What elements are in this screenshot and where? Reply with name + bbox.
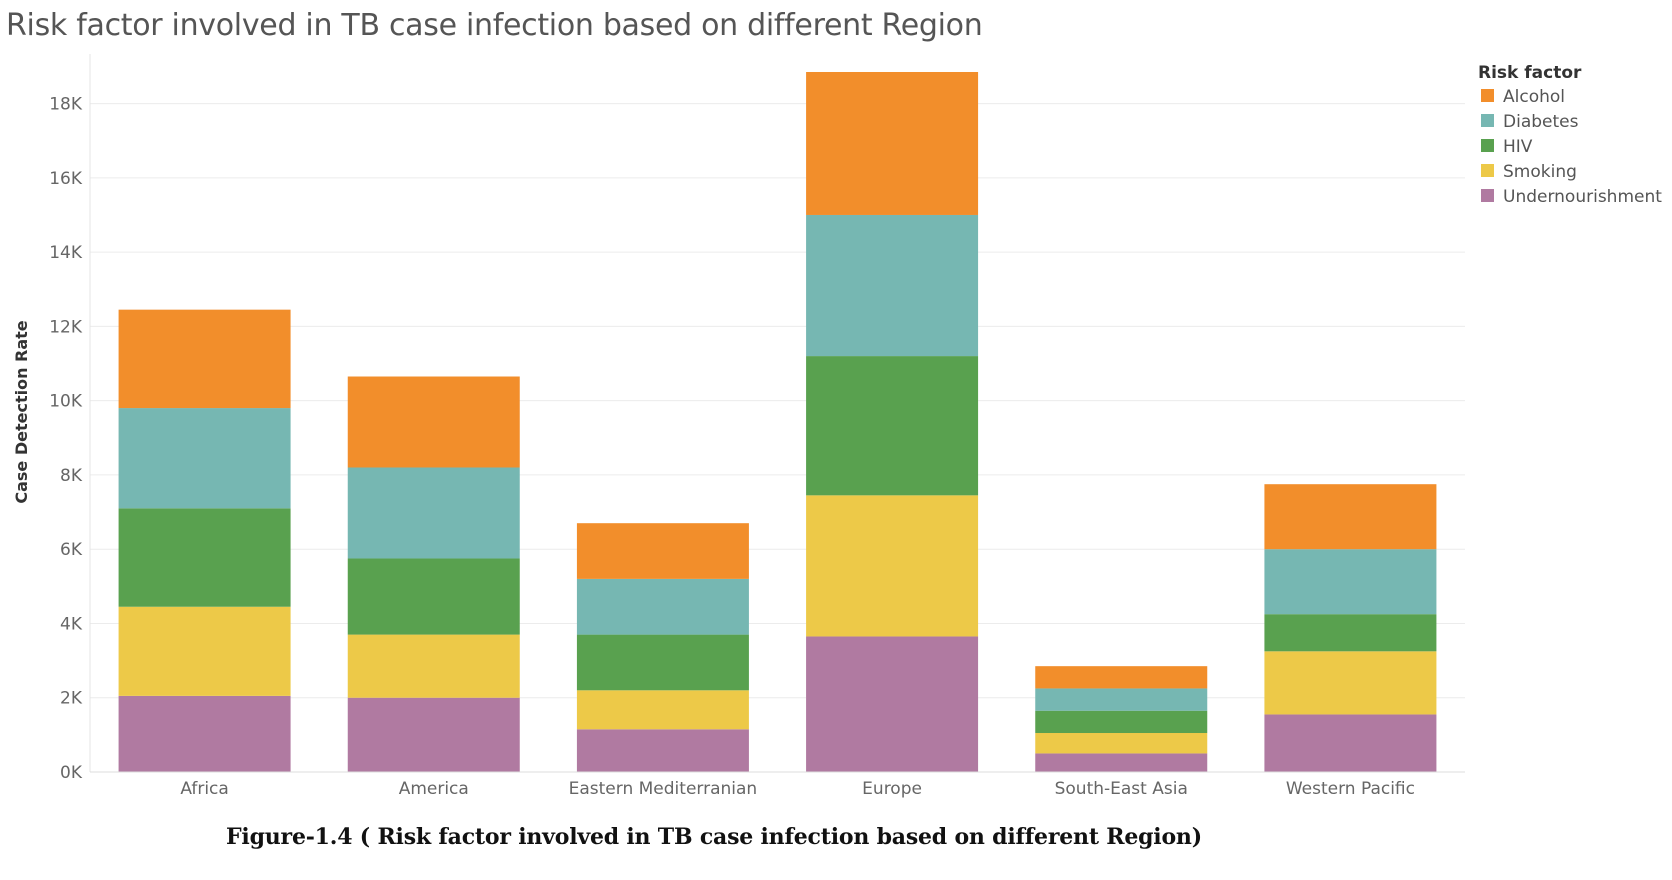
bar-segment [1264,651,1437,715]
legend-entry: Smoking [1503,162,1577,182]
legend-swatch [1481,114,1494,127]
bar-segment [576,523,749,579]
bar-segment [806,71,979,215]
legend-entry: HIV [1503,137,1533,157]
bar-segment [347,467,520,559]
x-tick-label: Western Pacific [1286,779,1415,799]
bar-segment [347,376,520,468]
bar-segment [576,690,749,730]
bar-segment [576,634,749,691]
axes: 0K 2K 4K 6K 8K 10K 12K 14K 16K 18K Africa America Ea… [49,54,1465,799]
legend-entry: Alcohol [1503,87,1565,107]
bar-segment [1035,753,1208,772]
bar-segment [1035,710,1208,734]
y-tick-label: 8K [60,466,83,486]
bar-segment [806,495,979,637]
legend-swatch [1481,164,1494,177]
y-tick-label: 6K [60,540,83,560]
gridlines [90,103,1465,773]
x-tick-label: America [399,779,469,799]
bar-segment [576,578,749,635]
x-tick-label: Africa [180,779,229,799]
figure-caption: Figure-1.4 ( Risk factor involved in TB … [226,824,1202,850]
bar-segment [806,356,979,496]
bar-segment [1264,484,1437,550]
legend-swatch [1481,139,1494,152]
bar-segment [1264,714,1437,772]
bar-segment [1035,733,1208,754]
y-tick-label: 14K [49,243,83,263]
bar-segment [1035,688,1208,711]
y-tick-label: 4K [60,614,83,634]
y-tick-label: 16K [49,169,83,189]
y-tick-label: 2K [60,689,83,709]
bar-segment [347,558,520,635]
y-tick-label: 0K [60,763,83,783]
legend-swatch [1481,189,1494,202]
bar-segment [1264,549,1437,615]
legend-swatch [1481,89,1494,102]
x-tick-label: Eastern Mediterranian [569,779,758,799]
bar-segment [347,634,520,698]
bar-segment [118,606,291,696]
bar-segment [1264,614,1437,652]
bar-segment [1035,666,1208,689]
bar-segment [118,695,291,772]
bars [118,71,1437,772]
legend: Risk factor Alcohol Diabetes HIV Smoking Und… [1478,63,1662,207]
y-tick-label: 12K [49,317,83,337]
bar-segment [806,636,979,772]
chart-title: Risk factor involved in TB case infectio… [6,8,983,43]
y-axis-label: Case Detection Rate [12,320,31,503]
bar-segment [806,214,979,357]
bar-segment [347,697,520,772]
x-tick-label: South-East Asia [1055,779,1188,799]
y-tick-label: 10K [49,392,83,412]
bar-segment [118,408,291,509]
bar-segment [118,309,291,409]
legend-title: Risk factor [1478,63,1582,83]
legend-entry: Diabetes [1503,112,1579,132]
x-tick-label: Europe [862,779,922,799]
bar-segment [118,508,291,607]
bar-segment [576,729,749,772]
y-tick-label: 18K [49,95,83,115]
legend-entry: Undernourishment [1503,187,1662,207]
